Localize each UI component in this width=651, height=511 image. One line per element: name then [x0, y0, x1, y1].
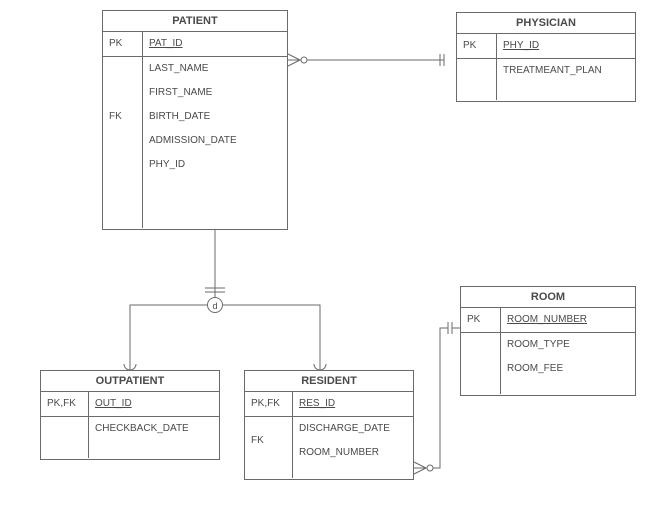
key-label — [103, 69, 142, 81]
key-label: PK,FK — [245, 392, 292, 417]
entity-room: ROOM PK ROOM_NUMBER ROOM_TYPE ROOM_FEE — [460, 286, 636, 396]
disjoint-label: d — [212, 301, 217, 311]
entity-physician: PHYSICIAN PK PHY_ID TREATMEANT_PLAN — [456, 12, 636, 102]
key-label — [103, 93, 142, 105]
attr-label: ROOM_NUMBER — [501, 308, 635, 333]
entity-title: RESIDENT — [245, 371, 413, 392]
key-label: PK — [457, 34, 496, 59]
entity-title: PATIENT — [103, 11, 287, 32]
key-label — [103, 81, 142, 93]
attr-label: ROOM_TYPE — [501, 333, 635, 357]
attr-label: ADMISSION_DATE — [143, 129, 287, 153]
entity-title: ROOM — [461, 287, 635, 308]
entity-title: PHYSICIAN — [457, 13, 635, 34]
attr-label: ROOM_FEE — [501, 357, 635, 381]
attr-label: RES_ID — [293, 392, 413, 417]
key-label: PK — [103, 32, 142, 57]
key-label — [457, 59, 496, 71]
attr-label: ROOM_NUMBER — [293, 441, 413, 465]
key-label — [245, 417, 292, 429]
key-label: PK — [461, 308, 500, 333]
entity-outpatient: OUTPATIENT PK,FK OUT_ID CHECKBACK_DATE — [40, 370, 220, 460]
attr-label: CHECKBACK_DATE — [89, 417, 219, 441]
attr-label: FIRST_NAME — [143, 81, 287, 105]
entity-patient: PATIENT PK FK PAT_ID LAST_NAME FIRST_NAM… — [102, 10, 288, 230]
er-diagram-canvas: PATIENT PK FK PAT_ID LAST_NAME FIRST_NAM… — [0, 0, 651, 511]
key-label: FK — [103, 105, 142, 129]
attr-label: OUT_ID — [89, 392, 219, 417]
attr-label: DISCHARGE_DATE — [293, 417, 413, 441]
attr-label: PHY_ID — [497, 34, 635, 59]
attr-label: BIRTH_DATE — [143, 105, 287, 129]
attr-label: PHY_ID — [143, 153, 287, 177]
disjoint-symbol: d — [207, 297, 223, 313]
key-label — [41, 417, 88, 429]
key-label: PK,FK — [41, 392, 88, 417]
entity-resident: RESIDENT PK,FK FK RES_ID DISCHARGE_DATE … — [244, 370, 414, 480]
attr-label: LAST_NAME — [143, 57, 287, 81]
key-label — [103, 57, 142, 69]
key-label — [461, 345, 500, 357]
entity-title: OUTPATIENT — [41, 371, 219, 392]
attr-label: PAT_ID — [143, 32, 287, 57]
key-label: FK — [245, 429, 292, 453]
key-label — [461, 333, 500, 345]
attr-label: TREATMEANT_PLAN — [497, 59, 635, 83]
